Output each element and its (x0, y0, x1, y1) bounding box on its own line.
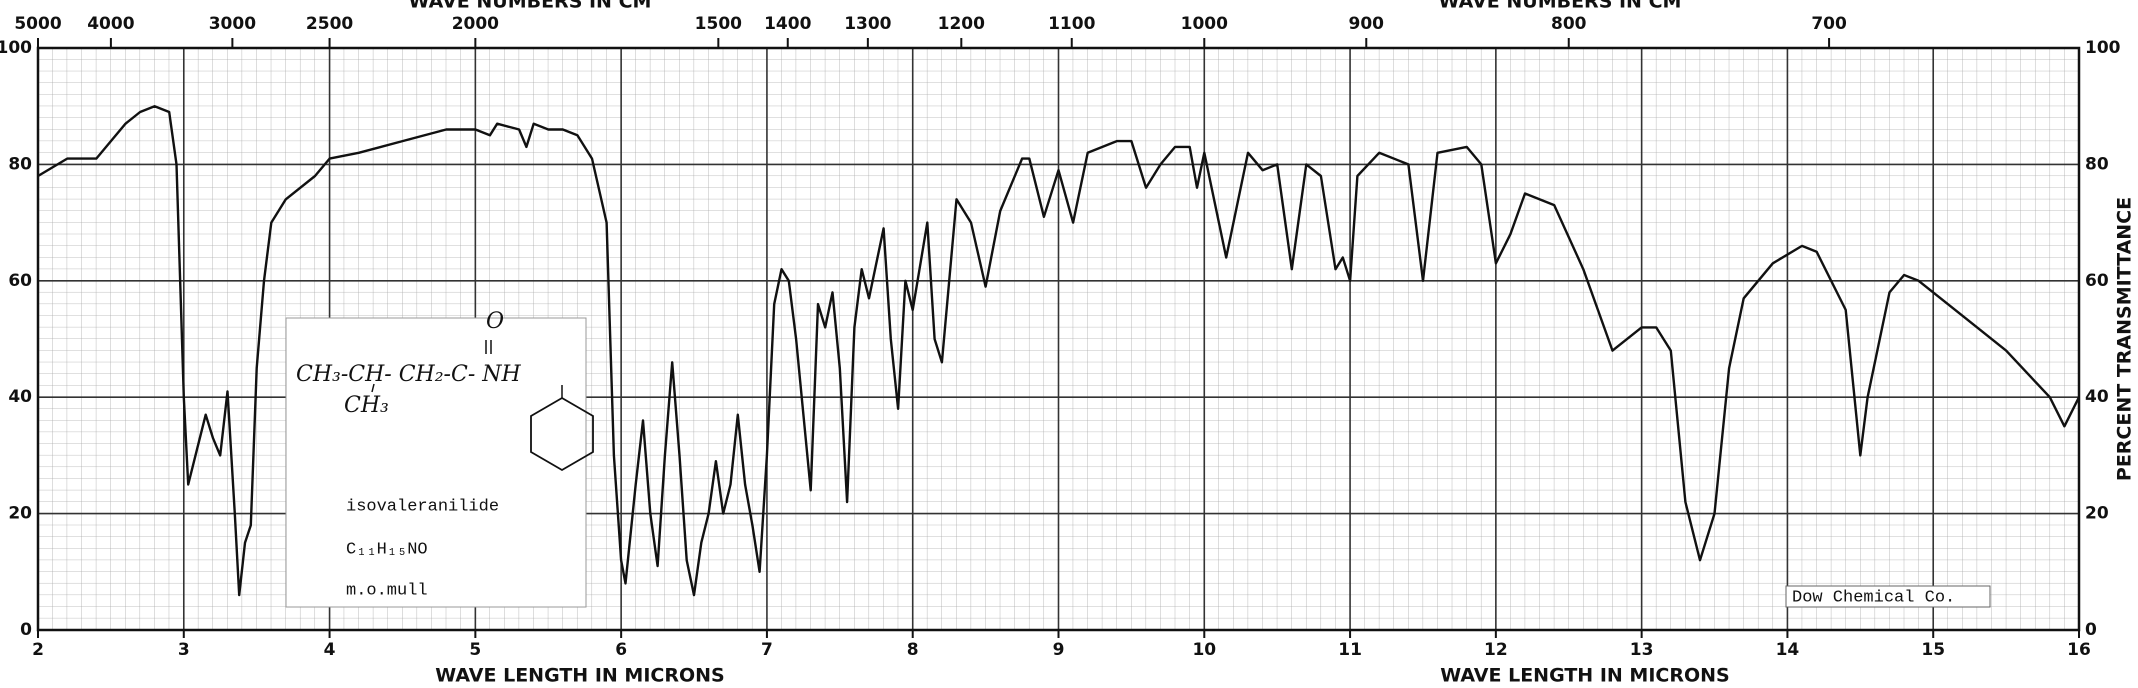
x2-tick-label: 4000 (87, 14, 134, 34)
x2-tick-label: 2000 (452, 14, 499, 34)
x2-tick-label: 1500 (695, 14, 742, 34)
formula: CH₃-CH- CH₂-C- NH (296, 362, 521, 387)
y-tick-label: 100 (0, 38, 32, 58)
x2-tick-label: 3000 (209, 14, 256, 34)
sampling-method: m.o.mull (346, 581, 428, 600)
x2-tick-label: 1400 (764, 14, 811, 34)
y-tick-label: 60 (8, 271, 32, 291)
y-tick-label: 20 (8, 504, 32, 524)
x2-tick-label: 1200 (938, 14, 985, 34)
x-tick-label: 7 (761, 640, 773, 660)
y-axis-label: PERCENT TRANSMITTANCE (2114, 197, 2136, 481)
x2-tick-label: 900 (1349, 14, 1385, 34)
y-tick-label: 40 (8, 387, 32, 407)
compound-name: isovaleranilide (346, 497, 499, 516)
x-tick-label: 10 (1192, 640, 1216, 660)
label-box (285, 317, 587, 608)
y-tick-label-right: 80 (2085, 154, 2109, 174)
x-tick-label: 5 (469, 640, 481, 660)
x-tick-label: 9 (1053, 640, 1065, 660)
x2-tick-label: 5000 (14, 14, 61, 34)
credit: Dow Chemical Co. (1792, 588, 1955, 607)
spectrum-line (37, 104, 2081, 597)
y-tick-label: 80 (8, 154, 32, 174)
x2-tick-label: 800 (1551, 14, 1587, 34)
x2-tick-label: 1000 (1181, 14, 1228, 34)
x-tick-label: 12 (1484, 640, 1508, 660)
formula-branch: CH₃ (344, 393, 389, 418)
x2-axis-label: WAVE NUMBERS IN CM (409, 0, 652, 13)
y-tick-label: 0 (20, 620, 32, 640)
x2-tick-label: 1300 (844, 14, 891, 34)
sample-label: CH₃-CH- CH₂-C- NH CH₃ O isovaleranilide … (285, 309, 594, 608)
plot (37, 104, 2081, 597)
x2-axis-label: WAVE NUMBERS IN CM (1439, 0, 1682, 13)
x-tick-label: 4 (324, 640, 336, 660)
credit-box (1785, 585, 1991, 608)
x-tick-label: 11 (1338, 640, 1362, 660)
y-tick-label-right: 100 (2085, 38, 2121, 58)
benzene-ring (530, 396, 594, 472)
x-axis-label: WAVE LENGTH IN MICRONS (435, 665, 724, 687)
compound-formula: C₁₁H₁₅NO (346, 540, 428, 559)
x-tick-label: 3 (178, 640, 190, 660)
y-tick-label-right: 20 (2085, 504, 2109, 524)
x-tick-label: 14 (1776, 640, 1800, 660)
x-tick-label: 13 (1630, 640, 1654, 660)
bond (371, 383, 375, 393)
x-tick-label: 15 (1921, 640, 1945, 660)
y-tick-label-right: 60 (2085, 271, 2109, 291)
plot-frame (36, 46, 2081, 632)
x2-tick-label: 2500 (306, 14, 353, 34)
x-tick-label: 2 (32, 640, 44, 660)
y-tick-label-right: 40 (2085, 387, 2109, 407)
x-tick-label: 8 (907, 640, 919, 660)
x-tick-label: 6 (615, 640, 627, 660)
y-tick-label-right: 0 (2085, 620, 2097, 640)
formula-oxygen: O (486, 309, 504, 334)
x-axis-label: WAVE LENGTH IN MICRONS (1440, 665, 1729, 687)
x2-tick-label: 1100 (1048, 14, 1095, 34)
x2-tick-label: 700 (1811, 14, 1847, 34)
x-tick-label: 16 (2067, 640, 2091, 660)
